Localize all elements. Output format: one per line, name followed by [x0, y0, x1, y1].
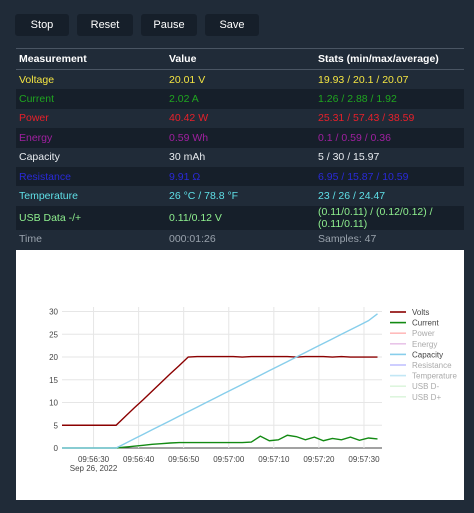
table-cell: 0.11/0.12 V	[166, 205, 315, 230]
table-cell: 25.31 / 57.43 / 38.59	[318, 112, 415, 125]
x-tick-label: 09:56:40	[123, 455, 155, 464]
legend-label: Capacity	[412, 350, 443, 359]
table-cell: Resistance	[16, 166, 166, 187]
table-cell: 5 / 30 / 15.97	[318, 151, 380, 164]
legend-label: Volts	[412, 308, 429, 317]
legend-label: USB D+	[412, 393, 441, 402]
y-tick-label: 20	[49, 353, 58, 362]
button[interactable]: Pause	[141, 14, 197, 36]
legend-label: Energy	[412, 340, 437, 349]
y-tick-label: 5	[54, 421, 59, 430]
table-cell: 2.02 A	[166, 89, 315, 109]
table-cell: 6.95 / 15.87 / 10.59	[315, 166, 464, 187]
table-cell: 23 / 26 / 24.47	[318, 190, 386, 203]
measurement-table: Measurement Value Stats (min/max/average) …	[16, 48, 464, 249]
table-cell: 0.1 / 0.59 / 0.36	[315, 128, 464, 148]
button[interactable]: Reset	[77, 14, 133, 36]
table-cell: 40.42 W	[169, 112, 209, 125]
table-cell: Voltage	[19, 73, 55, 86]
legend-label: USB D-	[412, 382, 439, 391]
x-tick-label: 09:57:00	[213, 455, 245, 464]
table-cell: Energy	[16, 128, 166, 148]
y-tick-label: 25	[49, 330, 58, 339]
legend-label: Resistance	[412, 361, 452, 370]
table-row: USB Data -/+ 0.11/0.12 V (0.11/0.11) / (0.…	[16, 205, 464, 230]
header-cell: Value	[166, 48, 315, 70]
table-cell: 000:01:26	[169, 233, 216, 246]
y-tick-label: 10	[49, 399, 58, 408]
toolbar: Stop Reset Pause Save	[15, 14, 259, 36]
table-cell: Temperature	[19, 190, 78, 203]
button[interactable]: Stop	[15, 14, 69, 36]
table-cell: 26 °C / 78.8 °F	[169, 190, 239, 203]
x-date-label: Sep 26, 2022	[70, 464, 118, 473]
table-row: Resistance 9.91 Ω 6.95 / 15.87 / 10.59	[16, 166, 464, 187]
series-line	[62, 434, 378, 449]
table-row: Capacity 30 mAh 5 / 30 / 15.97	[16, 148, 464, 167]
table-cell: 1.26 / 2.88 / 1.92	[315, 89, 464, 109]
table-cell: USB Data -/+	[16, 205, 166, 230]
x-tick-label: 09:57:30	[348, 455, 380, 464]
table-cell: 19.93 / 20.1 / 20.07	[318, 73, 409, 86]
legend-label: Temperature	[412, 372, 457, 381]
x-tick-label: 09:57:20	[303, 455, 335, 464]
y-tick-label: 15	[49, 376, 58, 385]
header-cell: Stats (min/max/average)	[315, 48, 464, 70]
table-row: Time 000:01:26 Samples: 47	[16, 230, 464, 249]
header-cell: Measurement	[16, 48, 166, 70]
button[interactable]: Save	[205, 14, 259, 36]
table-cell: 0.59 Wh	[166, 128, 315, 148]
table-row: Voltage 20.01 V 19.93 / 20.1 / 20.07	[16, 70, 464, 90]
table-row: Current 2.02 A 1.26 / 2.88 / 1.92	[16, 89, 464, 109]
series-line	[62, 355, 378, 426]
series-line	[62, 313, 378, 449]
table-cell: Current	[16, 89, 166, 109]
table-cell: 30 mAh	[169, 151, 206, 164]
table-cell: Power	[19, 112, 49, 125]
table-cell: Time	[19, 233, 42, 246]
table-row: Temperature 26 °C / 78.8 °F 23 / 26 / 24.4…	[16, 186, 464, 205]
y-tick-label: 30	[49, 308, 58, 317]
chart-panel: 0 5 10 15 20 25 30 09:56:30 Sep 26, 2022 09:56:40…	[16, 250, 464, 500]
header-row: Measurement Value Stats (min/max/average)	[16, 48, 464, 70]
y-tick-label: 0	[54, 444, 59, 453]
x-tick-label: 09:57:10	[258, 455, 290, 464]
table-row: Power 40.42 W 25.31 / 57.43 / 38.59	[16, 109, 464, 128]
legend-label: Power	[412, 329, 435, 338]
table-cell: (0.11/0.11) / (0.12/0.12) / (0.11/0.11)	[315, 205, 464, 230]
table-cell: Samples: 47	[318, 233, 377, 246]
table-cell: 9.91 Ω	[166, 166, 315, 187]
table-cell: Capacity	[19, 151, 60, 164]
table-row: Energy 0.59 Wh 0.1 / 0.59 / 0.36	[16, 128, 464, 148]
legend-label: Current	[412, 319, 439, 328]
x-tick-label: 09:56:30	[78, 455, 110, 464]
x-tick-label: 09:56:50	[168, 455, 200, 464]
table-cell: 20.01 V	[169, 73, 206, 86]
